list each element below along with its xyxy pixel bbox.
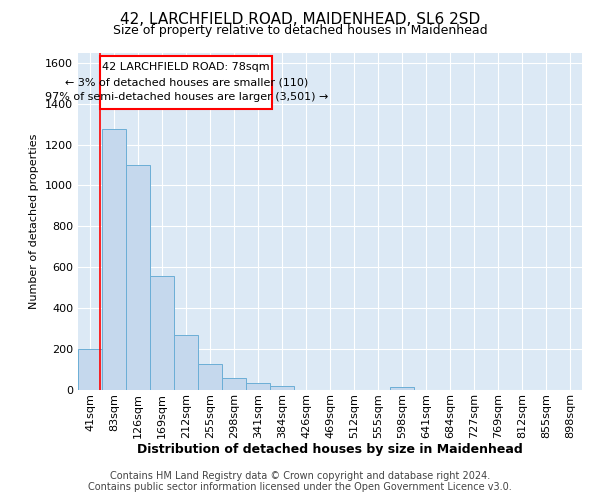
Bar <box>126 165 150 390</box>
Bar <box>222 378 246 390</box>
Text: 42, LARCHFIELD ROAD, MAIDENHEAD, SL6 2SD: 42, LARCHFIELD ROAD, MAIDENHEAD, SL6 2SD <box>120 12 480 28</box>
X-axis label: Distribution of detached houses by size in Maidenhead: Distribution of detached houses by size … <box>137 444 523 456</box>
Bar <box>246 383 270 390</box>
Bar <box>102 129 126 390</box>
Y-axis label: Number of detached properties: Number of detached properties <box>29 134 40 309</box>
Bar <box>198 364 222 390</box>
Bar <box>174 335 198 390</box>
FancyBboxPatch shape <box>100 56 272 109</box>
Bar <box>150 276 174 390</box>
Text: 97% of semi-detached houses are larger (3,501) →: 97% of semi-detached houses are larger (… <box>44 92 328 102</box>
Text: ← 3% of detached houses are smaller (110): ← 3% of detached houses are smaller (110… <box>65 77 308 87</box>
Text: Size of property relative to detached houses in Maidenhead: Size of property relative to detached ho… <box>113 24 487 37</box>
Bar <box>270 386 294 390</box>
Bar <box>78 349 102 390</box>
Text: Contains HM Land Registry data © Crown copyright and database right 2024.
Contai: Contains HM Land Registry data © Crown c… <box>88 471 512 492</box>
Bar <box>390 387 414 390</box>
Text: 42 LARCHFIELD ROAD: 78sqm: 42 LARCHFIELD ROAD: 78sqm <box>103 62 270 72</box>
